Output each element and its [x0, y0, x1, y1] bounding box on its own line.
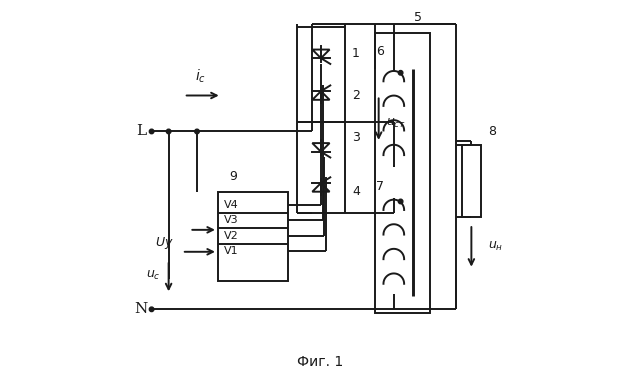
Text: 1: 1 [352, 47, 360, 60]
Circle shape [195, 129, 199, 134]
Text: $u_c$: $u_c$ [147, 269, 161, 282]
Circle shape [149, 129, 154, 134]
Text: $u_{cт}$: $u_{cт}$ [386, 118, 406, 131]
Circle shape [149, 307, 154, 311]
Text: V2: V2 [223, 231, 238, 241]
Text: N: N [135, 302, 148, 316]
Bar [375, 33, 429, 313]
Bar [462, 145, 481, 217]
Text: 3: 3 [352, 131, 360, 144]
Text: 4: 4 [352, 185, 360, 198]
Text: L: L [136, 124, 147, 139]
Text: 8: 8 [488, 125, 497, 138]
Circle shape [398, 71, 403, 75]
Text: V4: V4 [223, 200, 238, 210]
Text: V1: V1 [223, 247, 238, 257]
Circle shape [398, 199, 403, 204]
Text: V3: V3 [223, 215, 238, 225]
Text: Фиг. 1: Фиг. 1 [297, 355, 343, 369]
Text: $u_н$: $u_н$ [488, 240, 504, 253]
Text: 7: 7 [376, 180, 385, 193]
Circle shape [166, 129, 171, 134]
Bar [218, 192, 288, 281]
Text: 6: 6 [376, 45, 385, 58]
Text: 9: 9 [229, 170, 237, 184]
Text: 5: 5 [414, 12, 422, 25]
Text: $i_c$: $i_c$ [195, 68, 206, 85]
Text: $Uy$: $Uy$ [156, 235, 174, 251]
Text: 2: 2 [352, 89, 360, 102]
